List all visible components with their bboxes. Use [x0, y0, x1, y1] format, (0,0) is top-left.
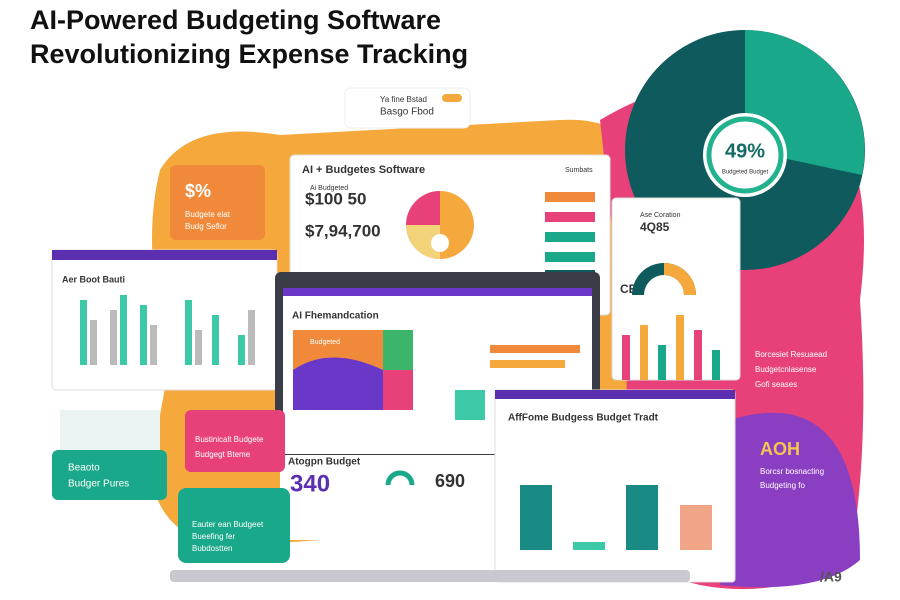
screen-bar: [283, 288, 592, 296]
small-title: Ase Coration: [640, 212, 681, 219]
small-value: 4Q85: [640, 220, 670, 234]
bar: [212, 315, 219, 365]
panel-header: [52, 250, 277, 260]
donut-ring: [706, 116, 784, 194]
badge: AOH: [760, 439, 800, 459]
block-wave: [293, 357, 383, 410]
mini-gauge: [385, 470, 415, 486]
amount: $100 50: [305, 189, 366, 208]
bar: [195, 330, 202, 365]
left-chart-title: Aer Boot Bauti: [62, 274, 125, 284]
bar: [248, 310, 255, 365]
teal-card: [178, 488, 290, 563]
panel-header: [495, 390, 735, 399]
card-text: Budger Pures: [68, 479, 129, 490]
list-chip: [545, 192, 595, 202]
card-text: Eauter ean Budgeet: [192, 520, 264, 529]
bar: [90, 320, 97, 365]
right-text: Budgetcnlasense: [755, 365, 817, 374]
strip-title: Atogpn Budget: [288, 457, 361, 468]
card-text: Ya fine Bstad: [380, 95, 427, 104]
list-chip: [545, 252, 595, 262]
gauge-segment: [664, 263, 696, 295]
pie-slice: [406, 191, 440, 225]
bar: [694, 330, 702, 380]
donut-center: [703, 113, 787, 197]
pie-hole: [431, 234, 449, 252]
laptop-title: AI Fhemandcation: [292, 311, 379, 322]
bar: [676, 315, 684, 380]
donut-label: 49%: [725, 140, 765, 162]
bar: [140, 305, 147, 365]
bar: [150, 325, 157, 365]
block-label: Budgeted: [310, 339, 340, 346]
bar: [658, 345, 666, 380]
donut-caption: Budgeted Budget: [722, 170, 769, 176]
purple-blob: [720, 412, 860, 588]
left-bars: [80, 295, 255, 365]
right-text: Budgeting fo: [760, 481, 805, 490]
list-bar: [490, 360, 565, 368]
strip-value: 690: [435, 471, 465, 491]
budget-strip: [280, 455, 495, 540]
list-chip: [545, 212, 595, 222]
bar: [712, 350, 720, 380]
bar: [626, 485, 658, 550]
card-text: Bueefing fer: [192, 532, 235, 541]
side-symbol: $%: [185, 181, 211, 201]
bar: [622, 335, 630, 380]
panel-caption: Ai Budgeted: [310, 185, 348, 192]
side-text: Budgete elat: [185, 210, 231, 219]
bar: [640, 325, 648, 380]
bar: [238, 335, 245, 365]
block: [383, 370, 413, 410]
right-text: Borcsr bosnacting: [760, 467, 824, 476]
side-card: [170, 165, 265, 240]
mini-chart: [455, 390, 485, 420]
card-text: Bubdostten: [192, 544, 232, 553]
card-text: Beaoto: [68, 463, 100, 474]
pill: [442, 94, 462, 102]
bar: [520, 485, 552, 550]
pink-card: [185, 410, 285, 472]
title: Revolutionizing Expense Tracking: [30, 39, 468, 69]
bar: [185, 300, 192, 365]
right-text: Borcesiet Resuaead: [755, 350, 827, 359]
bar: [573, 542, 605, 550]
bar: [680, 505, 712, 550]
laptop-base: [170, 570, 690, 582]
right-text: Gofi seases: [755, 380, 797, 389]
panel-title: AI + Budgetes Software: [302, 164, 425, 176]
teal-card: [52, 450, 167, 500]
card-text: Basgo Fbod: [380, 107, 434, 118]
card-text: Bustinicalt Budgete: [195, 435, 264, 444]
pie-slice: [406, 225, 440, 259]
card-text: Budgegt Bteme: [195, 450, 251, 459]
bar: [120, 295, 127, 365]
list-chip: [545, 232, 595, 242]
top-card: [344, 87, 471, 129]
block: [383, 330, 413, 370]
corner-mark: /A9: [820, 569, 842, 585]
title: AI-Powered Budgeting Software: [30, 5, 441, 35]
strip-value: 340: [290, 470, 330, 497]
side-text: Budg Seflor: [185, 222, 227, 231]
panel-menu: Sumbats: [565, 167, 593, 174]
list-bar: [490, 345, 580, 353]
bar: [110, 310, 117, 365]
bar: [80, 300, 87, 365]
bottom-title: AffFome Budgess Budget Tradt: [508, 413, 659, 424]
amount: $7,94,700: [305, 221, 381, 240]
